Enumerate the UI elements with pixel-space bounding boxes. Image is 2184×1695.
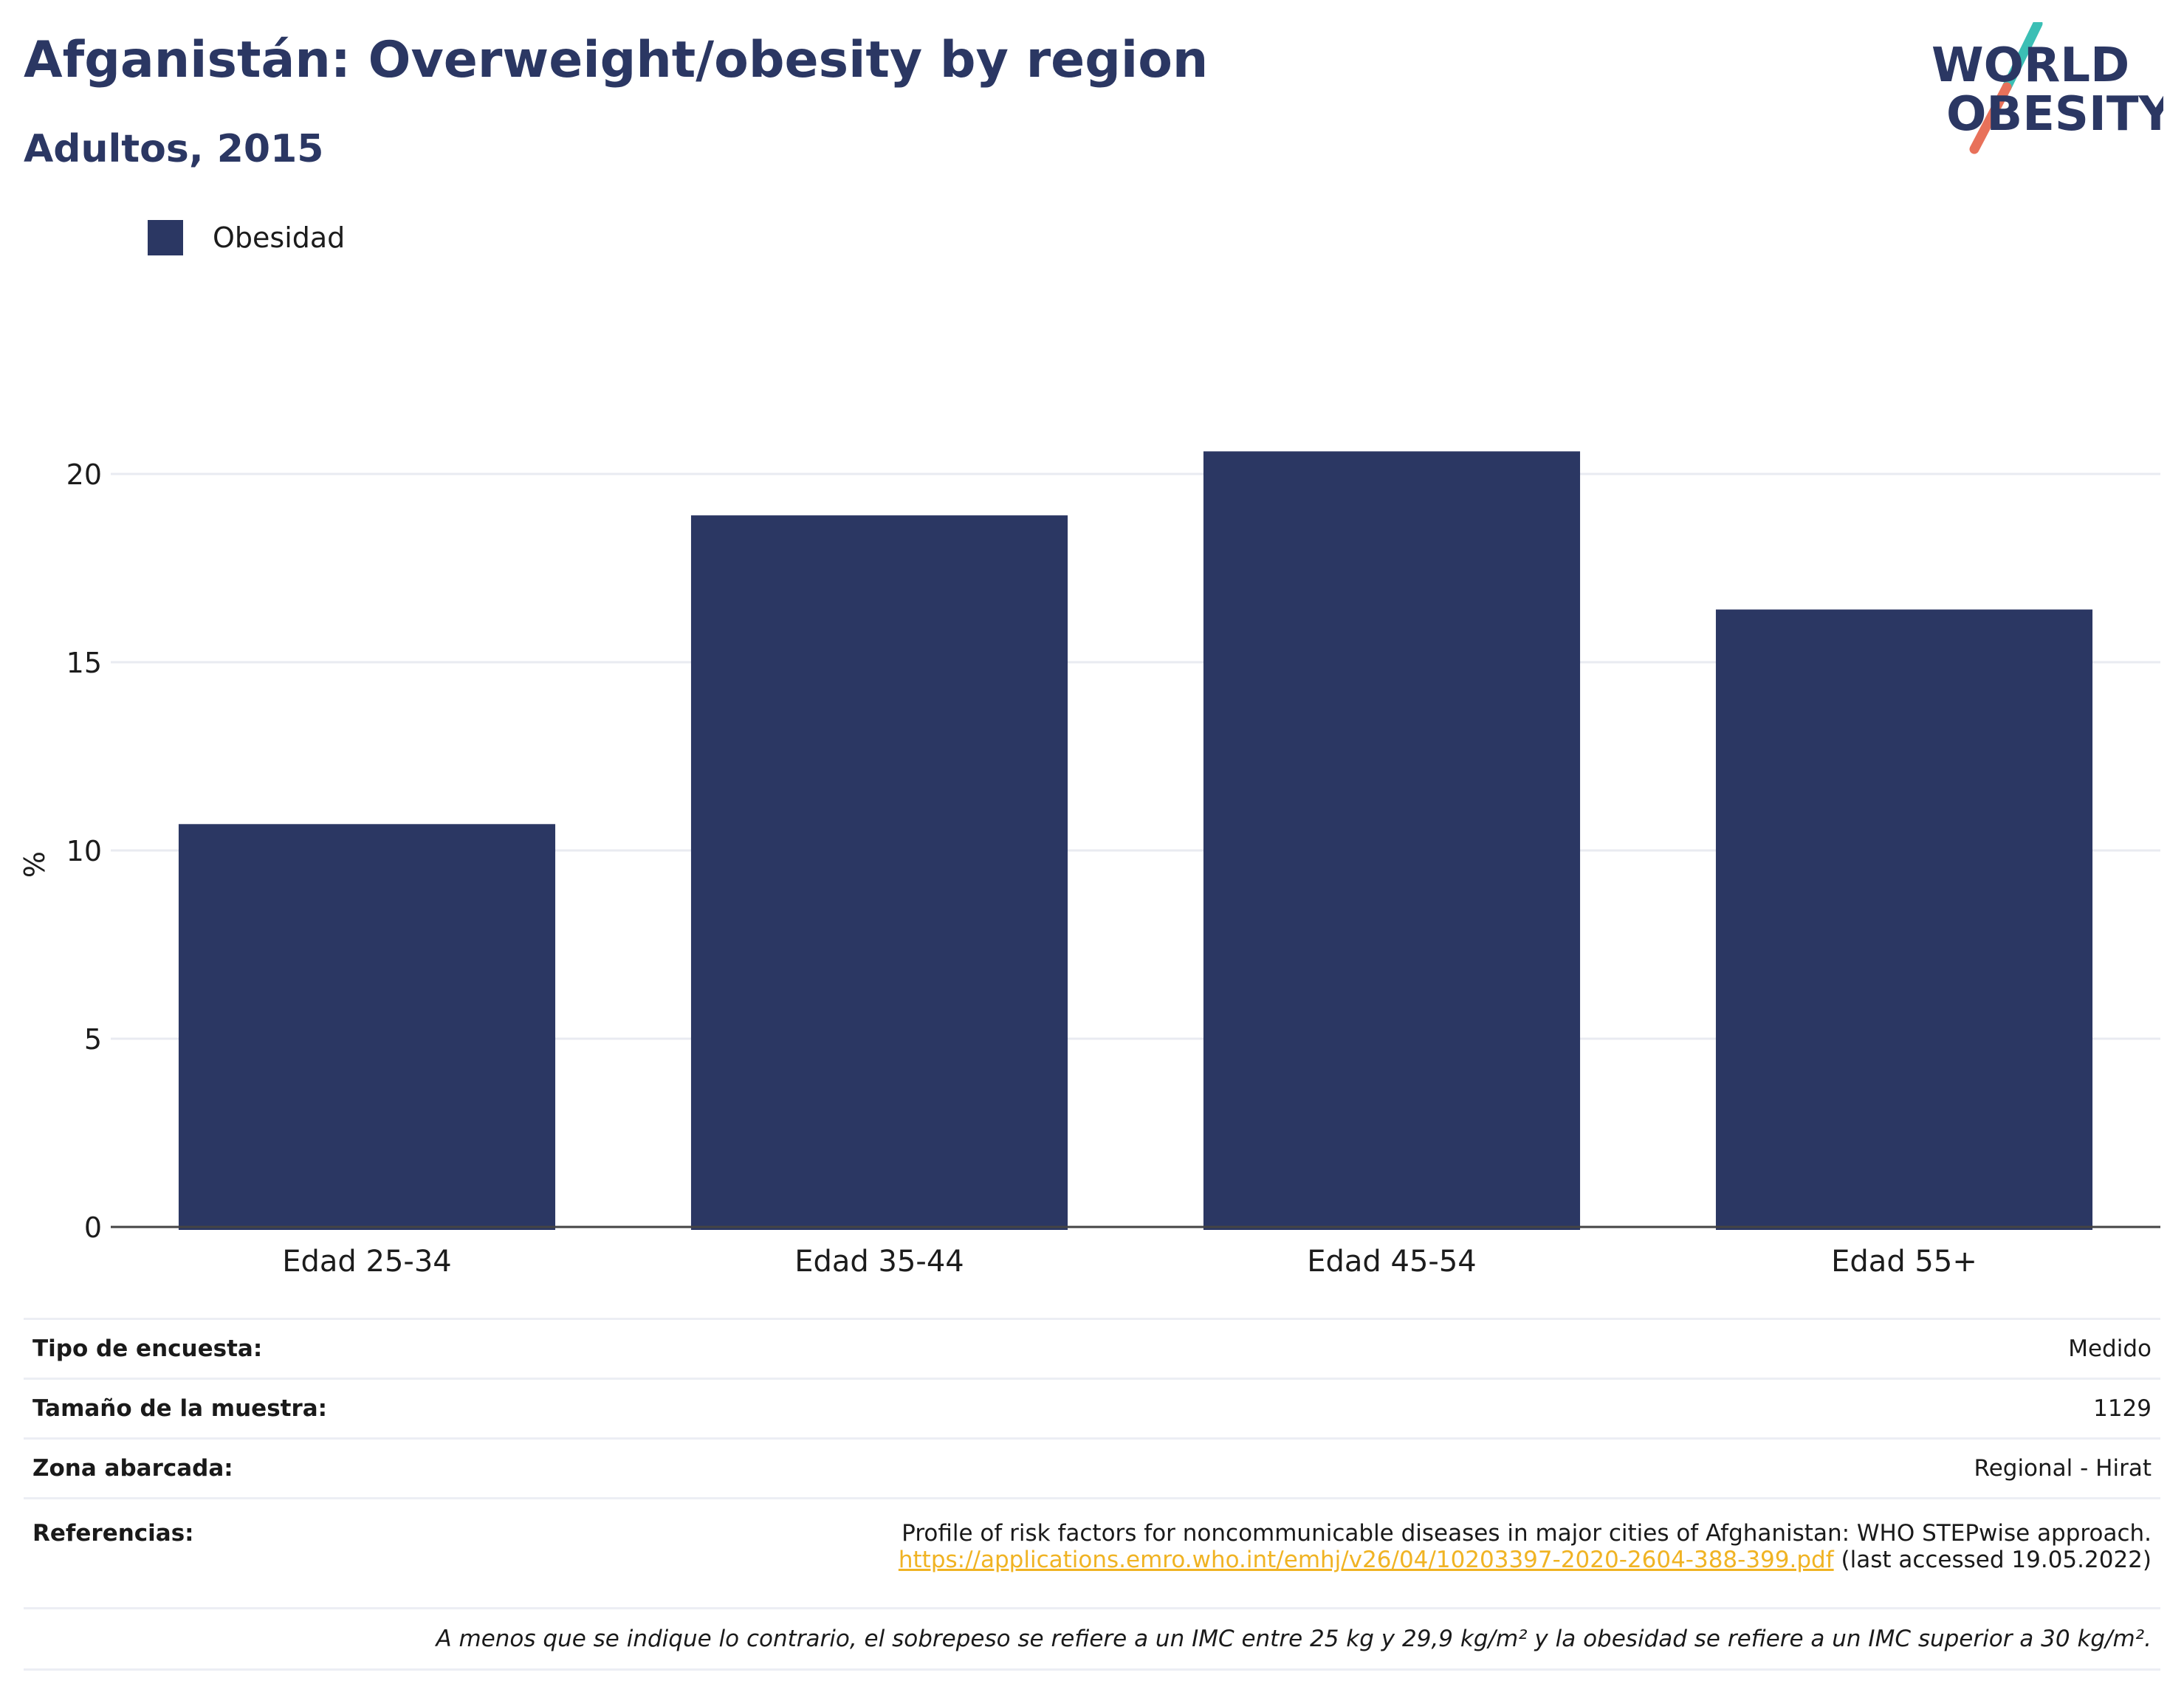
bmi-note: A menos que se indique lo contrario, el …	[24, 1607, 2160, 1671]
x-axis-ticks: Edad 25-34 Edad 35-44 Edad 45-54 Edad 55+	[282, 1245, 1977, 1277]
area-row: Zona abarcada: Regional - Hirat	[24, 1437, 2160, 1499]
y-tick-label: 5	[84, 1023, 102, 1056]
bar-edad-35-44	[690, 515, 1068, 1230]
bars	[178, 451, 2093, 1230]
sample-size-label: Tamaño de la muestra:	[24, 1378, 446, 1439]
references-label: Referencias:	[24, 1497, 446, 1609]
sample-size-value: 1129	[445, 1378, 2160, 1439]
survey-type-value: Medido	[445, 1318, 2160, 1379]
x-tick-label: Edad 55+	[1831, 1245, 1977, 1277]
note-row: A menos que se indique lo contrario, el …	[24, 1607, 2160, 1671]
legend: Obesidad	[148, 220, 345, 255]
world-obesity-logo: WORLD OBESITY	[1931, 22, 2163, 154]
survey-type-label: Tipo de encuesta:	[24, 1318, 446, 1379]
x-tick-label: Edad 45-54	[1307, 1245, 1477, 1277]
bar-edad-45-54	[1203, 451, 1581, 1230]
logo-word-world: WORLD	[1931, 38, 2129, 93]
survey-metadata-table: Tipo de encuesta: Medido Tamaño de la mu…	[24, 1318, 2160, 1671]
area-label: Zona abarcada:	[24, 1437, 446, 1499]
y-tick-label: 15	[66, 647, 102, 679]
area-value: Regional - Hirat	[445, 1437, 2160, 1499]
legend-swatch-obesidad	[148, 220, 183, 255]
page-subtitle: Adultos, 2015	[24, 127, 324, 171]
logo-slash-bottom	[1969, 82, 2012, 154]
logo-word-obesity: OBESITY	[1946, 87, 2163, 142]
reference-link[interactable]: https://applications.emro.who.int/emhj/v…	[898, 1547, 1834, 1573]
x-tick-label: Edad 35-44	[794, 1245, 964, 1277]
legend-label-obesidad: Obesidad	[213, 221, 345, 254]
bar-edad-55-	[1715, 609, 2093, 1230]
page-title: Afganistán: Overweight/obesity by region	[24, 31, 1209, 89]
y-tick-label: 10	[66, 835, 102, 867]
y-tick-label: 0	[84, 1211, 102, 1244]
references-row: Referencias: Profile of risk factors for…	[24, 1497, 2160, 1609]
reference-accessed: (last accessed 19.05.2022)	[1841, 1547, 2152, 1573]
references-value: Profile of risk factors for noncommunica…	[445, 1497, 2160, 1609]
bar-edad-25-34	[178, 824, 556, 1230]
logo-slash-top	[2002, 22, 2043, 92]
y-axis-label: %	[18, 851, 51, 878]
y-tick-label: 20	[66, 458, 102, 491]
y-axis-ticks: 0 5 10 15 20	[66, 458, 102, 1244]
sample-size-row: Tamaño de la muestra: 1129	[24, 1378, 2160, 1439]
reference-text: Profile of risk factors for noncommunica…	[902, 1520, 2152, 1547]
x-tick-label: Edad 25-34	[282, 1245, 452, 1277]
survey-type-row: Tipo de encuesta: Medido	[24, 1318, 2160, 1379]
